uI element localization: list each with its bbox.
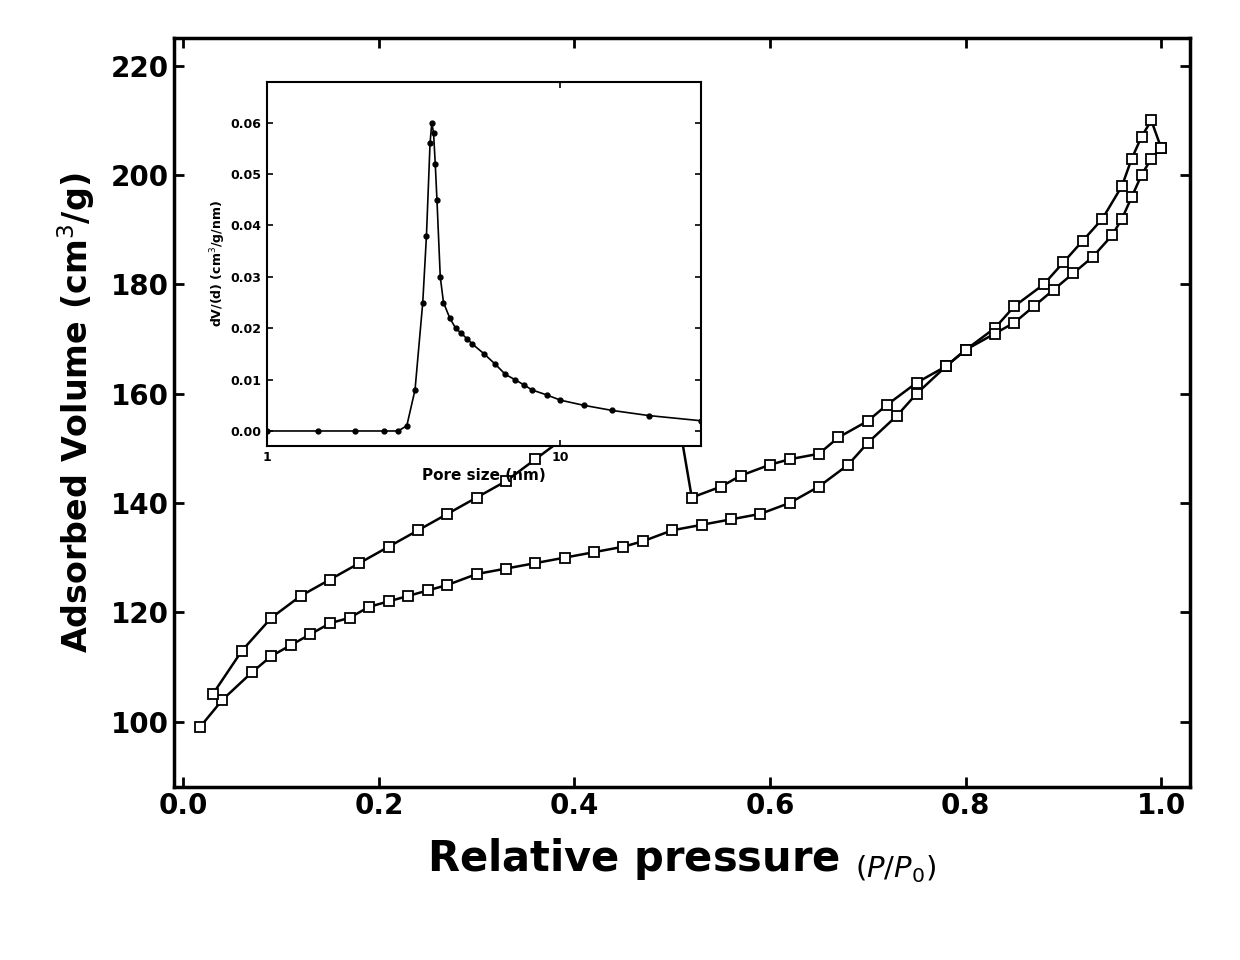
- X-axis label: Pore size (nm): Pore size (nm): [422, 468, 546, 484]
- X-axis label: Relative pressure $_{(P/P_0)}$: Relative pressure $_{(P/P_0)}$: [428, 837, 936, 885]
- Y-axis label: dV/(d) (cm$^3$/g/nm): dV/(d) (cm$^3$/g/nm): [208, 201, 228, 327]
- Y-axis label: Adsorbed Volume (cm$^3$/g): Adsorbed Volume (cm$^3$/g): [55, 173, 97, 653]
